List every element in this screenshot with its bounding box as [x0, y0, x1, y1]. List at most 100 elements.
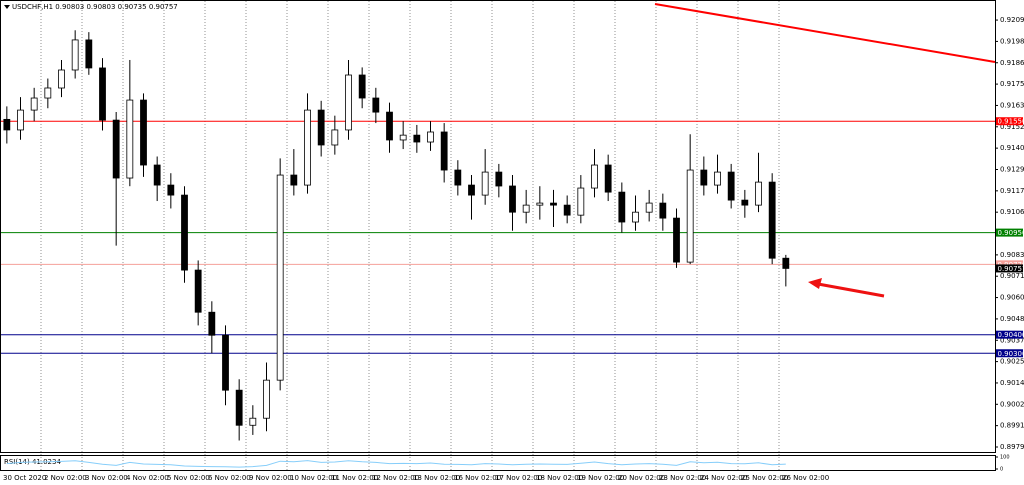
rsi-pane — [0, 455, 996, 471]
candle-body — [71, 39, 79, 71]
x-tick-label: 9 Nov 02:00 — [249, 474, 292, 482]
x-tick-label: 17 Nov 02:00 — [495, 474, 542, 482]
x-tick-label: 26 Nov 02:00 — [782, 474, 829, 482]
candle-body — [358, 74, 366, 99]
y-tick-label: 0.91175 — [1000, 187, 1024, 195]
x-tick-label: 2 Nov 02:00 — [44, 474, 87, 482]
candle-body — [741, 199, 749, 206]
x-tick-label: 30 Oct 2020 — [3, 474, 46, 482]
rsi-tick-label: 100 — [1000, 455, 1010, 461]
candle-body — [372, 97, 380, 113]
candle-body — [112, 119, 120, 179]
chart-title: USDCHF,H1 0.90803 0.90803 0.90735 0.9075… — [12, 3, 178, 11]
x-tick-label: 24 Nov 02:00 — [700, 474, 747, 482]
candle-body — [386, 111, 393, 141]
x-tick-label: 12 Nov 02:00 — [372, 474, 419, 482]
candle-body — [755, 181, 762, 206]
price-label: 0.90300 — [998, 350, 1024, 358]
candle-body — [522, 204, 530, 213]
x-tick-label: 16 Nov 02:00 — [454, 474, 501, 482]
candle-body — [591, 164, 598, 189]
candle-body — [454, 169, 462, 186]
x-tick-label: 4 Nov 02:00 — [126, 474, 169, 482]
candle-body — [153, 164, 161, 186]
candle-body — [768, 181, 776, 259]
price-label-box — [996, 228, 1023, 237]
price-label-box — [996, 264, 1023, 273]
candle-body — [290, 174, 298, 186]
rsi-line — [6, 460, 786, 468]
price-label-box — [996, 349, 1023, 358]
candle-body — [126, 99, 134, 179]
candle-body — [345, 74, 352, 131]
arrow-shaft — [817, 282, 885, 298]
candle-body — [727, 171, 735, 201]
candle-body — [263, 379, 270, 419]
trend-line — [654, 3, 996, 63]
candle-body — [686, 169, 694, 263]
y-tick-label: 0.90255 — [1000, 358, 1024, 366]
menu-triangle — [4, 5, 10, 9]
candle-body — [413, 134, 421, 143]
candle-body — [276, 174, 284, 381]
x-tick-label: 11 Nov 02:00 — [331, 474, 378, 482]
candle-body — [194, 269, 202, 313]
candle-body — [536, 202, 544, 206]
candle-body — [331, 129, 339, 146]
candle-body — [645, 202, 653, 213]
price-label-box — [996, 117, 1023, 126]
y-tick-label: 0.91865 — [1000, 59, 1024, 67]
candle-body — [632, 211, 639, 223]
price-label: 0.90400 — [998, 331, 1024, 339]
candle-body — [427, 131, 434, 143]
price-label-box — [996, 330, 1023, 339]
x-tick-label: 23 Nov 02:00 — [659, 474, 706, 482]
candle-body — [317, 109, 325, 146]
y-tick-label: 0.90025 — [1000, 400, 1024, 408]
candle-body — [782, 257, 790, 269]
candle-body — [85, 39, 93, 69]
candle-body — [577, 187, 585, 216]
candle-body — [58, 69, 65, 89]
x-tick-label: 6 Nov 02:00 — [208, 474, 251, 482]
x-tick-label: 19 Nov 02:00 — [577, 474, 624, 482]
candle-body — [481, 171, 489, 196]
price-label: 0.90950 — [998, 229, 1024, 237]
price-label: 0.91550 — [998, 118, 1024, 126]
x-tick-label: 10 Nov 02:00 — [290, 474, 337, 482]
candle-body — [249, 417, 257, 426]
candle-body — [181, 194, 188, 271]
candle-body — [17, 109, 24, 131]
candle-body — [563, 204, 571, 216]
price-label-box — [996, 260, 1023, 269]
y-tick-label: 0.90715 — [1000, 272, 1024, 280]
x-tick-label: 5 Nov 02:00 — [167, 474, 210, 482]
price-label: 0.90757 — [998, 265, 1024, 273]
y-tick-label: 0.92095 — [1000, 16, 1024, 24]
candle-body — [604, 164, 612, 193]
y-tick-label: 0.91405 — [1000, 144, 1024, 152]
candle-body — [167, 184, 175, 196]
candle-body — [550, 202, 557, 206]
rsi-tick-label: 0 — [1000, 467, 1003, 473]
main-pane — [0, 0, 996, 453]
x-tick-label: 3 Nov 02:00 — [85, 474, 128, 482]
candle-body — [99, 67, 106, 121]
candle-body — [3, 118, 11, 131]
candle-body — [700, 169, 708, 186]
candle-body — [140, 99, 147, 166]
candle-body — [399, 134, 407, 141]
x-tick-label: 20 Nov 02:00 — [618, 474, 665, 482]
x-tick-label: 18 Nov 02:00 — [536, 474, 583, 482]
